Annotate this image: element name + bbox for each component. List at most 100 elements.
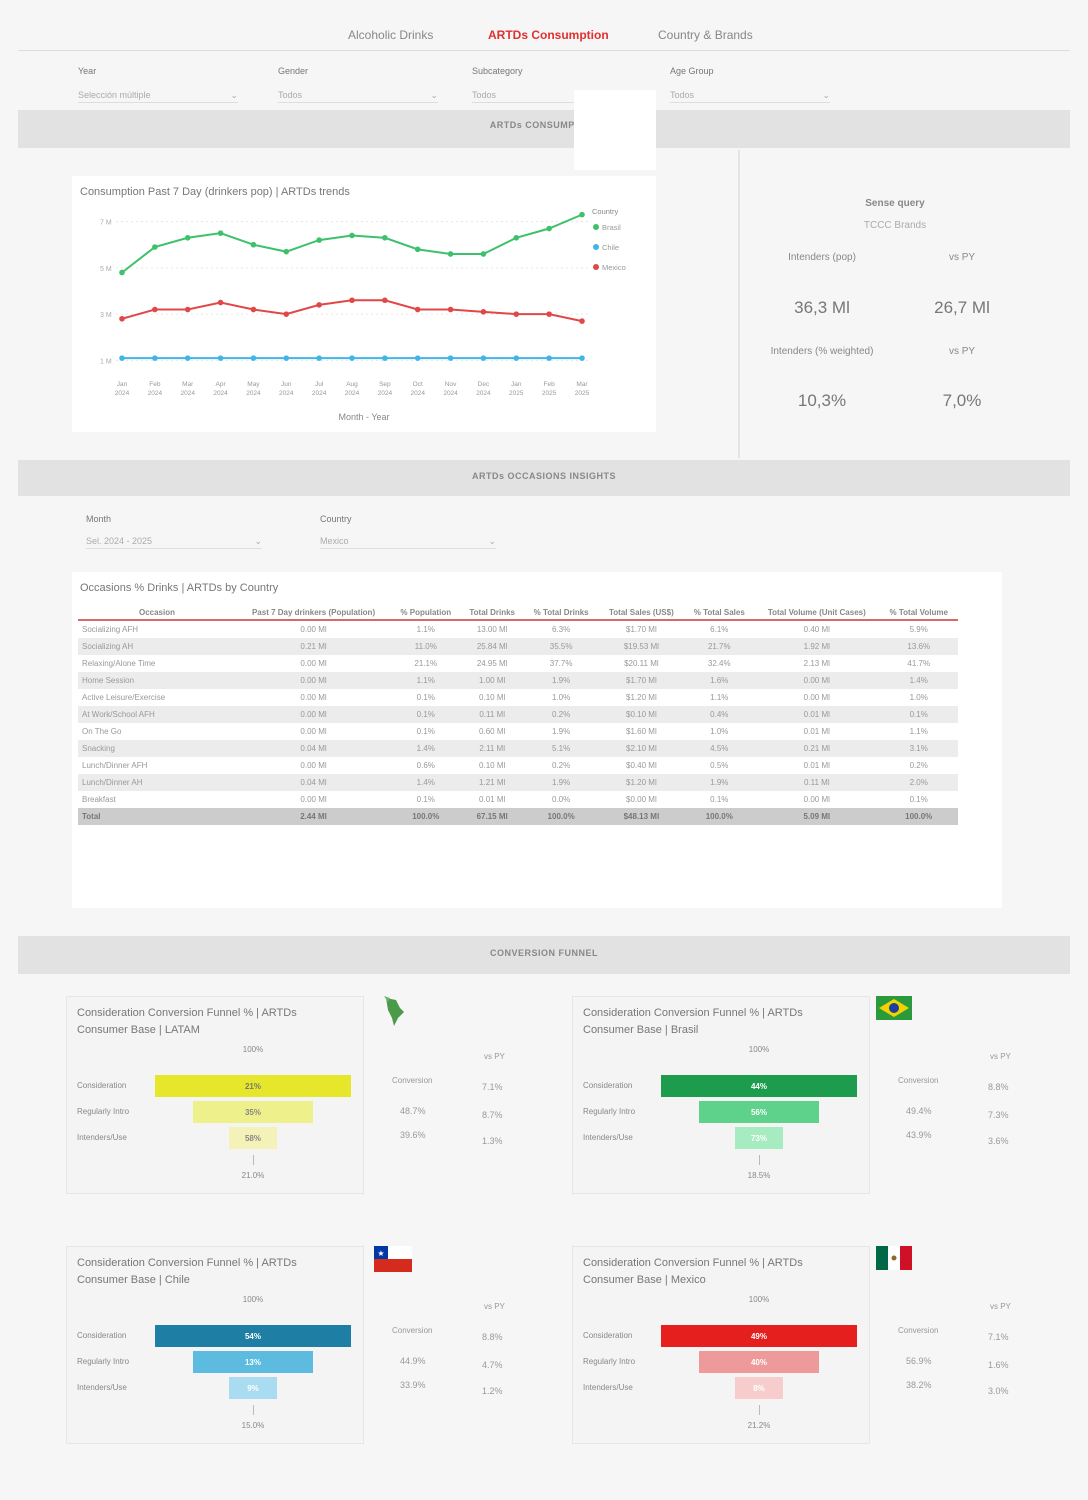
chevron-down-icon: ⌄ <box>254 535 262 546</box>
data-point[interactable] <box>382 355 388 361</box>
data-point[interactable] <box>283 355 290 361</box>
table-cell: 1.9% <box>523 672 599 689</box>
data-point[interactable] <box>217 299 224 306</box>
legend-item[interactable]: Brasil <box>602 223 621 232</box>
funnel-bottom-value: 15.0% <box>241 1421 265 1430</box>
data-point[interactable] <box>382 297 388 304</box>
legend-item[interactable]: Chile <box>602 243 619 252</box>
legend-item[interactable]: Mexico <box>602 263 626 272</box>
data-point[interactable] <box>184 355 191 361</box>
funnel-connector <box>253 1405 254 1415</box>
table-cell: 0.0% <box>552 795 571 804</box>
data-point[interactable] <box>316 237 322 243</box>
col-header[interactable]: % Total Volume <box>879 606 958 621</box>
col-header[interactable]: % Total Sales <box>684 606 755 621</box>
table-cell: 1.4% <box>391 774 461 791</box>
occasions-table-card: Occasions % Drinks | ARTDs by Country Oc… <box>72 572 1002 908</box>
table-cell: 0.1% <box>909 795 928 804</box>
table-row[interactable]: Snacking 0.04 Ml 1.4% 2.11 Ml 5.1% $2.10 Ml 4.… <box>78 740 958 757</box>
data-point[interactable] <box>152 244 158 250</box>
conversion-value: 48.7% <box>400 1106 426 1116</box>
data-point[interactable] <box>480 309 487 315</box>
data-point[interactable] <box>283 311 290 317</box>
table-cell: 0.21 Ml <box>754 740 880 757</box>
data-point[interactable] <box>447 355 454 361</box>
data-point[interactable] <box>579 318 585 324</box>
col-header[interactable]: Total Drinks <box>460 606 524 621</box>
data-point[interactable] <box>513 311 520 317</box>
table-row[interactable]: At Work/School AFH 0.00 Ml 0.1% 0.11 Ml 0.2%… <box>78 706 958 723</box>
table-row[interactable]: On The Go 0.00 Ml 0.1% 0.60 Ml 1.9% $1.60 Ml 1… <box>78 723 958 740</box>
col-header[interactable]: Total Volume (Unit Cases) <box>754 606 880 621</box>
col-header[interactable]: Past 7 Day drinkers (Population) <box>236 606 392 621</box>
data-point[interactable] <box>546 355 552 361</box>
table-row[interactable]: Relaxing/Alone Time 0.00 Ml 21.1% 24.95 Ml 3… <box>78 655 958 672</box>
data-point[interactable] <box>546 311 552 317</box>
data-point[interactable] <box>480 251 487 257</box>
table-row[interactable]: Breakfast 0.00 Ml 0.1% 0.01 Ml 0.0% $0.00 Ml 0… <box>78 791 958 808</box>
country-dropdown[interactable]: Mexico ⌄ <box>320 534 496 549</box>
data-point[interactable] <box>283 248 290 255</box>
legend-marker <box>593 244 599 250</box>
dropdown-value: Sel. 2024 - 2025 <box>86 536 153 546</box>
data-point[interactable] <box>414 306 421 313</box>
table-row[interactable]: Socializing AH 0.21 Ml 11.0% 25.84 Ml 35.5% $… <box>78 638 958 655</box>
kpi-subtitle: TCCC Brands <box>863 220 927 231</box>
data-point[interactable] <box>447 251 454 257</box>
occasion-cell: At Work/School AFH <box>78 706 236 723</box>
data-point[interactable] <box>349 297 355 304</box>
table-row[interactable]: Socializing AFH 0.00 Ml 1.1% 13.00 Ml 6.3% $1… <box>78 620 958 638</box>
data-point[interactable] <box>250 355 257 361</box>
data-point[interactable] <box>414 246 421 253</box>
col-header[interactable]: Occasion <box>78 606 236 621</box>
vs-py-value: 3.0% <box>988 1386 1009 1396</box>
occasions-table: Occasion Past 7 Day drinkers (Population… <box>78 606 958 825</box>
table-cell: 1.1% <box>391 672 461 689</box>
month-dropdown[interactable]: Sel. 2024 - 2025 ⌄ <box>86 534 262 549</box>
table-cell: 1.9% <box>552 727 571 736</box>
year-dropdown[interactable]: Selección múltiple ⌄ <box>78 88 238 103</box>
age-group-dropdown[interactable]: Todos ⌄ <box>670 88 830 103</box>
table-cell: 0.00 Ml <box>300 795 327 804</box>
data-point[interactable] <box>316 355 322 361</box>
col-header[interactable]: Total Sales (US$) <box>598 606 685 621</box>
data-point[interactable] <box>217 355 224 361</box>
table-row[interactable]: Lunch/Dinner AFH 0.00 Ml 0.6% 0.10 Ml 0.2% $0… <box>78 757 958 774</box>
funnel-title: Consideration Conversion Funnel % | ARTD… <box>77 1007 297 1019</box>
data-point[interactable] <box>480 355 487 361</box>
data-point[interactable] <box>119 315 125 322</box>
data-point[interactable] <box>217 230 224 236</box>
data-point[interactable] <box>447 306 454 313</box>
data-point[interactable] <box>382 234 388 241</box>
data-point[interactable] <box>119 355 125 361</box>
data-point[interactable] <box>349 355 355 361</box>
data-point[interactable] <box>250 241 257 248</box>
data-point[interactable] <box>513 355 520 361</box>
data-point[interactable] <box>184 234 191 241</box>
kpi-label-vs-py: vs PY <box>948 252 976 263</box>
table-row[interactable]: Active Leisure/Exercise 0.00 Ml 0.1% 0.10 M… <box>78 689 958 706</box>
funnel-stage-label: Intenders/Use <box>77 1383 127 1392</box>
col-header[interactable]: % Total Drinks <box>523 606 599 621</box>
data-point[interactable] <box>119 269 125 276</box>
tab-artds-consumption[interactable]: ARTDs Consumption <box>488 28 609 42</box>
data-point[interactable] <box>250 306 257 313</box>
data-point[interactable] <box>316 302 322 308</box>
tab-alcoholic-drinks[interactable]: Alcoholic Drinks <box>348 28 434 42</box>
data-point[interactable] <box>152 355 158 361</box>
data-point[interactable] <box>152 306 158 313</box>
gender-dropdown[interactable]: Todos ⌄ <box>278 88 438 103</box>
data-point[interactable] <box>579 211 585 218</box>
col-header[interactable]: % Population <box>391 606 461 621</box>
table-row[interactable]: Lunch/Dinner AH 0.04 Ml 1.4% 1.21 Ml 1.9% $1.… <box>78 774 958 791</box>
data-point[interactable] <box>513 234 520 241</box>
data-point[interactable] <box>414 355 421 361</box>
data-point[interactable] <box>546 225 552 232</box>
tab-country-brands[interactable]: Country & Brands <box>658 28 753 42</box>
data-point[interactable] <box>579 355 585 361</box>
conversion-value: 56.9% <box>906 1356 932 1366</box>
data-point[interactable] <box>349 232 355 239</box>
x-tick-label: Oct 2024 <box>410 381 425 397</box>
data-point[interactable] <box>184 306 191 313</box>
table-row[interactable]: Home Session 0.00 Ml 1.1% 1.00 Ml 1.9% $1.70 … <box>78 672 958 689</box>
